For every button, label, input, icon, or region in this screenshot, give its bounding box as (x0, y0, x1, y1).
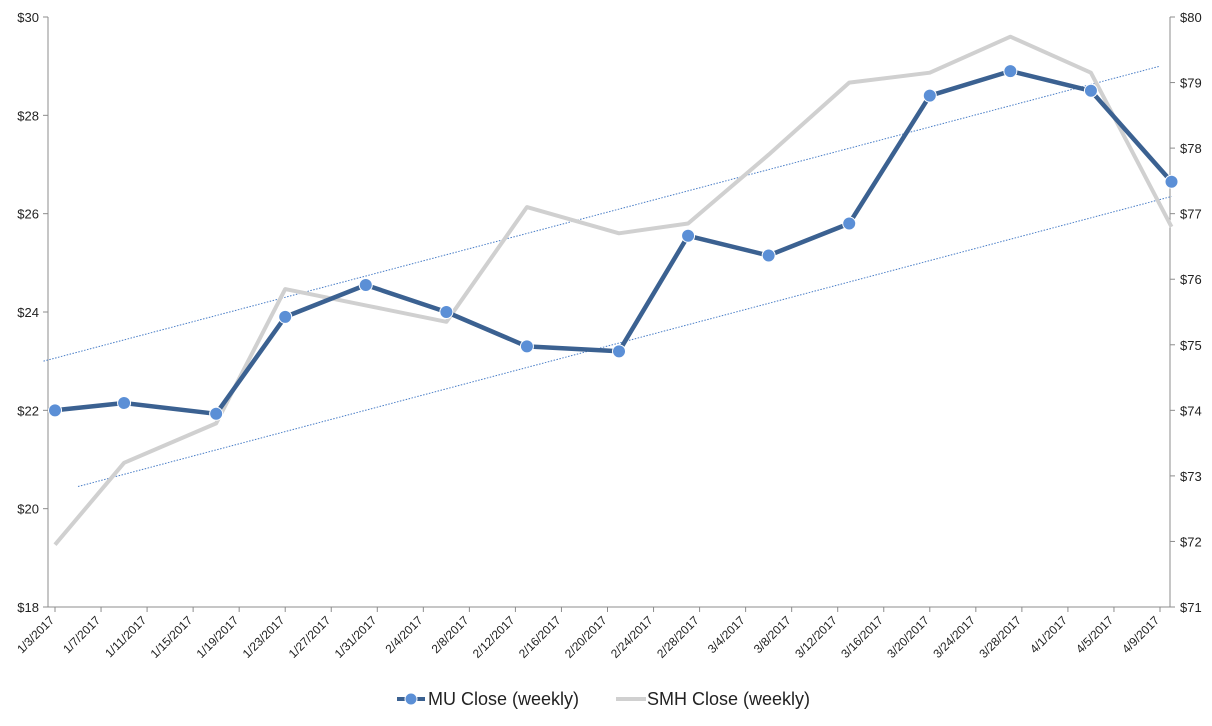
legend-label-mu: MU Close (weekly) (428, 689, 579, 709)
left-tick-label: $24 (17, 305, 39, 320)
x-tick-label: 4/9/2017 (1119, 613, 1162, 656)
legend: MU Close (weekly) SMH Close (weekly) (397, 689, 810, 709)
trend-line (77, 195, 1172, 488)
x-tick-label: 1/19/2017 (194, 613, 242, 661)
x-tick-label: 2/28/2017 (654, 613, 702, 661)
x-tick-label: 3/24/2017 (930, 613, 978, 661)
right-tick-label: $74 (1180, 403, 1202, 418)
left-tick-label: $26 (17, 207, 39, 222)
mu-point (439, 305, 454, 319)
trend-line (43, 65, 1161, 362)
legend-item-smh[interactable]: SMH Close (weekly) (616, 689, 810, 709)
right-axis-ticks: $71 $72 $73 $74 $75 $76 $77 $78 $79 $80 (1170, 10, 1202, 615)
axes (47, 17, 1171, 608)
left-tick-label: $18 (17, 600, 39, 615)
x-tick-label: 1/27/2017 (286, 613, 334, 661)
x-tick-label: 1/3/2017 (14, 613, 57, 656)
x-tick-label: 2/4/2017 (383, 613, 426, 656)
mu-point (519, 339, 534, 354)
right-tick-label: $79 (1180, 76, 1202, 91)
x-tick-label: 2/20/2017 (562, 613, 610, 661)
mu-point (278, 309, 293, 324)
mu-point (922, 88, 937, 103)
left-tick-label: $22 (17, 403, 39, 418)
mu-point (1003, 64, 1018, 79)
right-tick-label: $73 (1180, 469, 1202, 484)
x-tick-label: 2/16/2017 (516, 613, 564, 661)
x-tick-label: 2/12/2017 (470, 613, 518, 661)
mu-point (48, 403, 62, 418)
mu-point (761, 248, 776, 263)
right-tick-label: $77 (1180, 207, 1202, 222)
mu-point (681, 228, 696, 243)
x-tick-label: 3/8/2017 (751, 613, 794, 656)
left-tick-label: $28 (17, 108, 39, 123)
trend-lines (43, 65, 1172, 488)
legend-label-smh: SMH Close (weekly) (647, 689, 810, 709)
x-tick-label: 2/24/2017 (608, 613, 656, 661)
x-tick-label: 1/31/2017 (332, 613, 380, 661)
left-tick-label: $20 (17, 502, 39, 517)
mu-point (358, 277, 373, 292)
right-tick-label: $71 (1180, 600, 1202, 615)
x-tick-label: 3/4/2017 (705, 613, 748, 656)
x-tick-label: 2/8/2017 (429, 613, 472, 656)
x-tick-label: 4/1/2017 (1027, 613, 1070, 656)
x-tick-label: 1/23/2017 (240, 613, 288, 661)
right-tick-label: $78 (1180, 141, 1202, 156)
left-tick-label: $30 (17, 10, 39, 25)
x-tick-label: 3/16/2017 (838, 613, 886, 661)
mu-series (48, 64, 1179, 421)
x-axis-ticks: 1/3/2017 1/7/2017 1/11/20171/15/20171/19/2… (14, 607, 1162, 661)
mu-point (1164, 174, 1179, 189)
left-axis-ticks: $18 $20 $22 $24 $26 $28 $30 (17, 10, 48, 615)
x-tick-label: 3/12/2017 (792, 613, 840, 661)
mu-point (612, 344, 627, 359)
x-tick-label: 1/15/2017 (148, 613, 196, 661)
x-tick-label: 1/11/2017 (102, 613, 149, 660)
right-tick-label: $76 (1180, 272, 1202, 287)
mu-point (117, 395, 132, 410)
x-tick-label: 4/5/2017 (1073, 613, 1116, 656)
right-tick-label: $72 (1180, 534, 1202, 549)
smh-series (53, 34, 1174, 546)
mu-line (54, 68, 1174, 417)
mu-point (842, 216, 857, 231)
legend-item-mu[interactable]: MU Close (weekly) (397, 689, 579, 709)
legend-marker-mu (404, 692, 418, 706)
x-tick-label: 1/7/2017 (60, 613, 103, 656)
right-tick-label: $80 (1180, 10, 1202, 25)
mu-point (1083, 83, 1098, 98)
x-tick-label: 3/20/2017 (884, 613, 932, 661)
right-tick-label: $75 (1180, 338, 1202, 353)
mu-point (209, 406, 224, 421)
x-tick-label: 3/28/2017 (976, 613, 1024, 661)
smh-line (53, 34, 1174, 546)
